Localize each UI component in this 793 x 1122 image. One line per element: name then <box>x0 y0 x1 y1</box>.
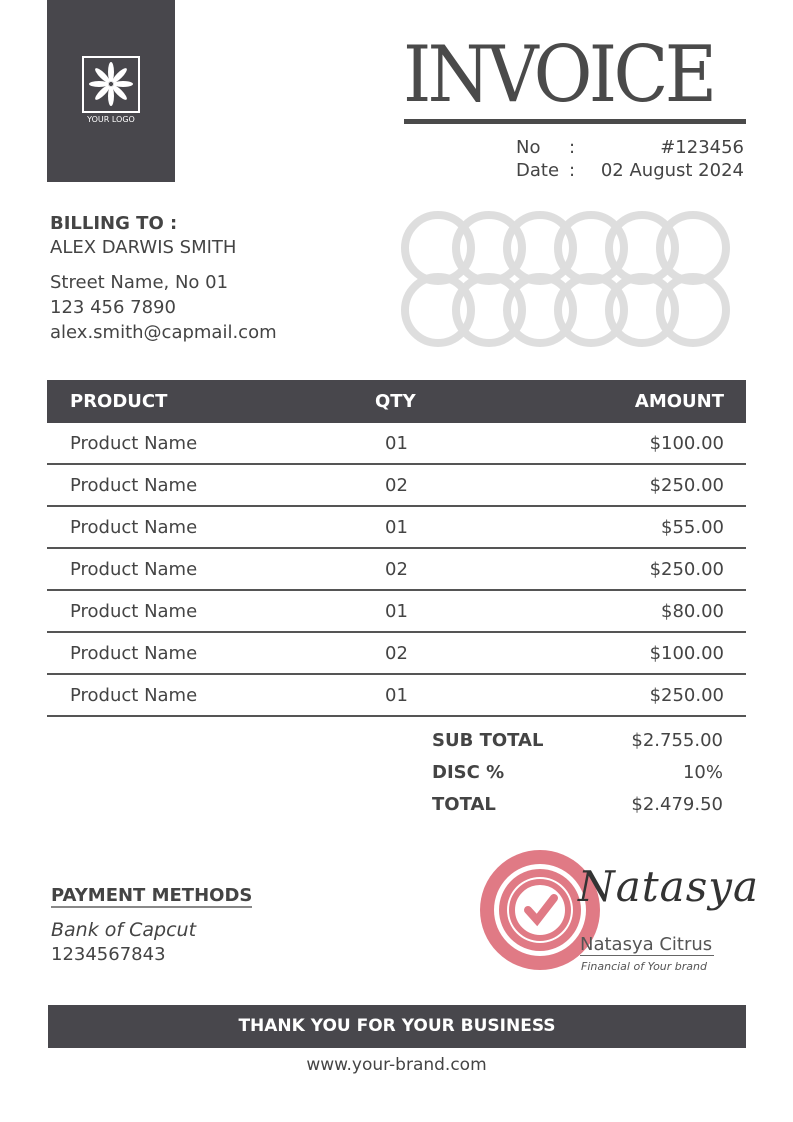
table-row: Product Name 02 $250.00 <box>47 465 746 507</box>
cell-qty: 02 <box>385 643 408 664</box>
signer-name: Natasya Citrus <box>580 934 715 956</box>
discount-label: DISC % <box>432 762 505 783</box>
cell-product: Product Name <box>70 601 198 622</box>
table-row: Product Name 01 $100.00 <box>47 423 746 465</box>
subtotal-value: $2.755.00 <box>631 730 723 751</box>
approved-stamp-icon <box>480 850 600 970</box>
cell-qty: 01 <box>385 433 408 454</box>
cell-amount: $100.00 <box>649 643 724 664</box>
cell-qty: 01 <box>385 601 408 622</box>
payment-bank: Bank of Capcut <box>51 919 197 941</box>
cell-product: Product Name <box>70 685 198 706</box>
billing-email: alex.smith@capmail.com <box>50 322 277 343</box>
billing-street: Street Name, No 01 <box>50 272 229 293</box>
header-product: PRODUCT <box>70 391 168 412</box>
cell-qty: 01 <box>385 685 408 706</box>
invoice-no-sep: : <box>569 137 576 158</box>
billing-name: ALEX DARWIS SMITH <box>50 237 237 258</box>
invoice-no-label: No <box>516 137 541 158</box>
invoice-date-sep: : <box>569 160 576 181</box>
subtotal-label: SUB TOTAL <box>432 730 544 751</box>
cell-product: Product Name <box>70 643 198 664</box>
table-row: Product Name 02 $100.00 <box>47 633 746 675</box>
signature-script: Natasya <box>578 862 760 911</box>
total-label: TOTAL <box>432 794 496 815</box>
cell-qty: 02 <box>385 475 408 496</box>
table-row: Product Name 01 $250.00 <box>47 675 746 717</box>
billing-phone: 123 456 7890 <box>50 297 176 318</box>
invoice-title: INVOICE <box>403 30 717 120</box>
cell-product: Product Name <box>70 475 198 496</box>
billing-label: BILLING TO : <box>50 213 178 234</box>
cell-amount: $250.00 <box>649 685 724 706</box>
cell-amount: $55.00 <box>661 517 724 538</box>
cell-amount: $250.00 <box>649 475 724 496</box>
cell-qty: 01 <box>385 517 408 538</box>
title-underline <box>404 119 746 124</box>
logo-flower-icon <box>82 56 140 113</box>
total-value: $2.479.50 <box>631 794 723 815</box>
discount-value: 10% <box>682 762 723 783</box>
decorative-rings <box>401 211 730 347</box>
logo-block: YOUR LOGO <box>47 0 175 182</box>
table-row: Product Name 01 $55.00 <box>47 507 746 549</box>
cell-product: Product Name <box>70 517 198 538</box>
logo-text: YOUR LOGO <box>87 115 135 124</box>
payment-account: 1234567843 <box>51 944 166 965</box>
payment-label: PAYMENT METHODS <box>51 885 253 908</box>
header-qty: QTY <box>375 391 416 412</box>
header-amount: AMOUNT <box>634 391 724 412</box>
cell-amount: $250.00 <box>649 559 724 580</box>
invoice-date-label: Date <box>516 160 560 181</box>
cell-amount: $100.00 <box>649 433 724 454</box>
cell-qty: 02 <box>385 559 408 580</box>
invoice-date-value: 02 August 2024 <box>600 160 744 181</box>
table-header: PRODUCT QTY AMOUNT <box>47 380 746 423</box>
table-row: Product Name 01 $80.00 <box>47 591 746 633</box>
table-row: Product Name 02 $250.00 <box>47 549 746 591</box>
thank-you-banner: THANK YOU FOR YOUR BUSINESS <box>48 1005 746 1048</box>
website-link[interactable]: www.your-brand.com <box>306 1055 487 1075</box>
signer-role: Financial of Your brand <box>581 960 707 973</box>
cell-product: Product Name <box>70 433 198 454</box>
cell-product: Product Name <box>70 559 198 580</box>
cell-amount: $80.00 <box>661 601 724 622</box>
invoice-no-value: #123456 <box>660 137 744 158</box>
